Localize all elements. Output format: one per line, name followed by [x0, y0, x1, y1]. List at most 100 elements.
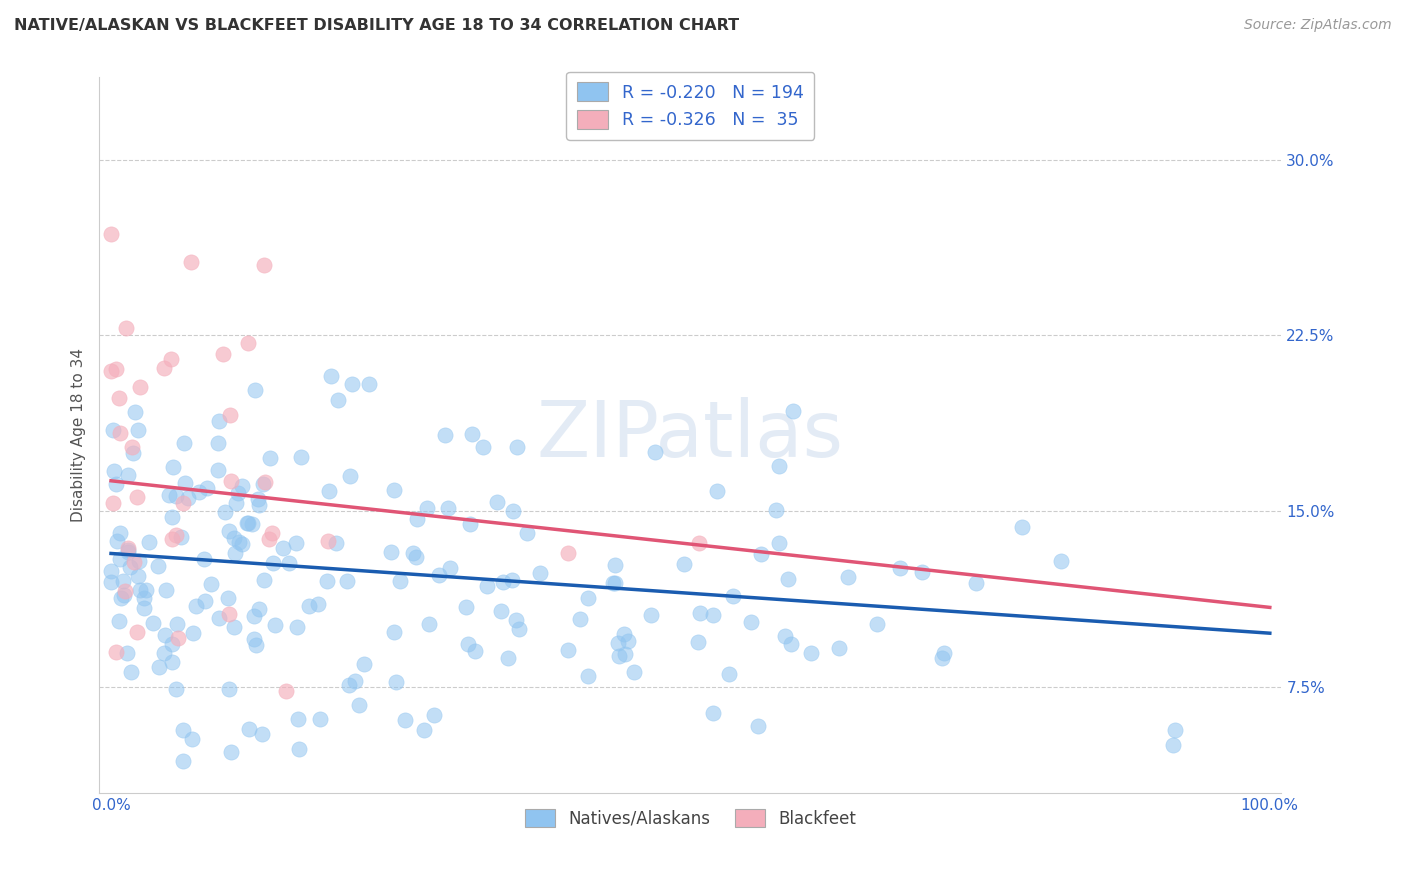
Point — [298, 599, 321, 613]
Point — [412, 723, 434, 737]
Point — [309, 712, 332, 726]
Point — [433, 428, 456, 442]
Text: ZIPatlas: ZIPatlas — [537, 397, 844, 473]
Point — [250, 727, 273, 741]
Point — [240, 517, 263, 532]
Point — [394, 714, 416, 728]
Point — [134, 591, 156, 605]
Point — [336, 574, 359, 588]
Point — [243, 383, 266, 397]
Point — [162, 460, 184, 475]
Point — [243, 632, 266, 646]
Point — [155, 582, 177, 597]
Point — [316, 533, 339, 548]
Point — [557, 546, 579, 560]
Point — [108, 614, 131, 628]
Point — [605, 576, 627, 591]
Point — [506, 440, 529, 454]
Point — [688, 535, 710, 549]
Point — [231, 537, 253, 551]
Point — [208, 611, 231, 625]
Point — [153, 361, 176, 376]
Point — [228, 534, 250, 549]
Point — [177, 491, 200, 505]
Point — [457, 638, 479, 652]
Point — [672, 557, 695, 571]
Point — [485, 495, 508, 509]
Point — [347, 698, 370, 713]
Point — [702, 706, 724, 720]
Point — [768, 536, 790, 550]
Point — [180, 255, 202, 269]
Point — [193, 552, 215, 566]
Point — [108, 526, 131, 541]
Point — [740, 615, 762, 629]
Point — [105, 361, 128, 376]
Point — [128, 379, 150, 393]
Point — [226, 485, 249, 500]
Point — [780, 637, 803, 651]
Point — [749, 547, 772, 561]
Point — [344, 673, 367, 688]
Point — [471, 440, 494, 454]
Point — [617, 634, 640, 648]
Point — [148, 660, 170, 674]
Point — [108, 391, 131, 405]
Point — [837, 570, 859, 584]
Point — [157, 488, 180, 502]
Point — [218, 409, 240, 423]
Point — [353, 657, 375, 672]
Point — [866, 616, 889, 631]
Point — [965, 575, 987, 590]
Point — [315, 574, 337, 589]
Point — [100, 575, 122, 590]
Point — [285, 620, 308, 634]
Point — [389, 574, 412, 589]
Point — [193, 594, 215, 608]
Point — [222, 531, 245, 545]
Point — [773, 629, 796, 643]
Point — [557, 642, 579, 657]
Point — [117, 541, 139, 556]
Point — [100, 564, 122, 578]
Point — [105, 533, 128, 548]
Point — [934, 646, 956, 660]
Point — [218, 681, 240, 696]
Point — [115, 321, 138, 335]
Point — [252, 476, 274, 491]
Point — [782, 404, 804, 418]
Point — [502, 503, 524, 517]
Point — [125, 624, 148, 639]
Point — [122, 555, 145, 569]
Point — [173, 476, 195, 491]
Point — [613, 647, 636, 661]
Point — [259, 450, 281, 465]
Point — [236, 516, 259, 530]
Point — [173, 436, 195, 450]
Point — [200, 576, 222, 591]
Point — [603, 558, 626, 572]
Point — [160, 352, 183, 367]
Point — [117, 542, 139, 557]
Point — [110, 551, 132, 566]
Point — [931, 651, 953, 665]
Point — [172, 754, 194, 768]
Point — [768, 458, 790, 473]
Point — [160, 510, 183, 524]
Point — [274, 684, 297, 698]
Point — [287, 712, 309, 726]
Point — [218, 607, 240, 621]
Point — [112, 588, 135, 602]
Point — [257, 532, 280, 546]
Point — [165, 528, 187, 542]
Point — [765, 503, 787, 517]
Point — [253, 475, 276, 489]
Point — [218, 524, 240, 538]
Point — [706, 484, 728, 499]
Point — [245, 639, 267, 653]
Point — [162, 637, 184, 651]
Point — [1164, 723, 1187, 737]
Point — [110, 426, 132, 441]
Point — [505, 613, 527, 627]
Point — [385, 674, 408, 689]
